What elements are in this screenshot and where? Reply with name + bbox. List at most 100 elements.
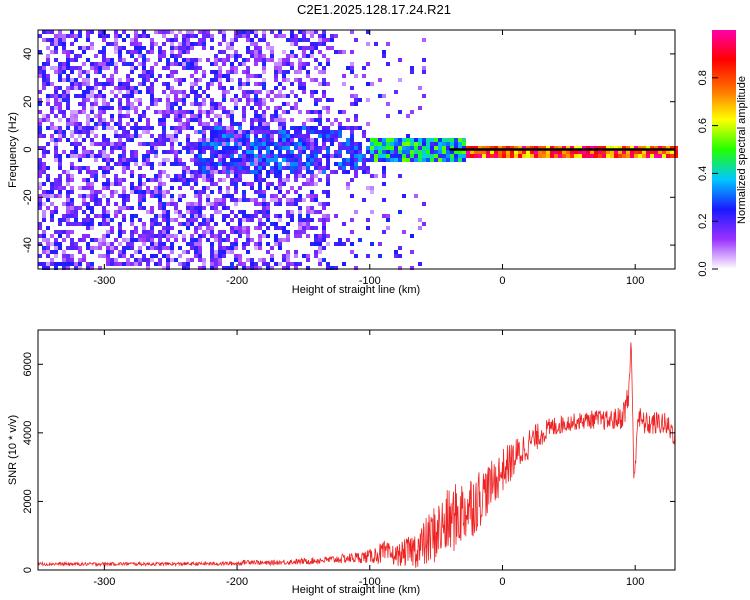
spectrogram-cell	[238, 134, 242, 138]
spectrogram-cell	[118, 110, 122, 114]
spectrogram-cell	[642, 154, 646, 158]
spectrogram-cell	[118, 106, 122, 110]
spectrogram-cell	[218, 198, 222, 202]
spectrogram-cell	[226, 214, 230, 218]
spectrogram-cell	[446, 150, 450, 154]
spectrogram-cell	[38, 70, 42, 74]
spectrogram-cell	[242, 266, 246, 270]
spectrogram-cell	[186, 110, 190, 114]
spectrogram-cell	[366, 138, 370, 142]
spectrogram-cell	[282, 118, 286, 122]
spectrogram-cell	[150, 134, 154, 138]
spectrogram-cell	[178, 126, 182, 130]
spectrogram-cell	[282, 130, 286, 134]
spectrogram-cell	[214, 202, 218, 206]
spectrogram-cell	[42, 170, 46, 174]
spectrogram-cell	[310, 174, 314, 178]
spectrogram-cell	[154, 194, 158, 198]
spectrogram-cell	[134, 154, 138, 158]
spectrogram-cell	[38, 122, 42, 126]
spectrogram-cell	[90, 198, 94, 202]
spectrogram-cell	[142, 194, 146, 198]
spectrogram-cell	[570, 146, 574, 150]
spectrogram-cell	[66, 78, 70, 82]
spectrogram-cell	[102, 170, 106, 174]
spectrogram-cell	[626, 150, 630, 154]
spectrogram-cell	[174, 34, 178, 38]
spectrogram-cell	[294, 266, 298, 270]
spectrogram-cell	[638, 154, 642, 158]
spectrogram-cell	[134, 150, 138, 154]
spectrogram-cell	[302, 62, 306, 66]
spectrogram-cell	[102, 186, 106, 190]
spectrogram-cell	[214, 166, 218, 170]
spectrogram-cell	[102, 62, 106, 66]
spectrogram-cell	[50, 38, 54, 42]
spectrogram-cell	[358, 238, 362, 242]
spectrogram-cell	[130, 246, 134, 250]
spectrogram-cell	[82, 46, 86, 50]
spectrogram-cell	[214, 58, 218, 62]
spectrogram-cell	[226, 90, 230, 94]
spectrogram-cell	[374, 154, 378, 158]
spectrogram-cell	[166, 150, 170, 154]
spectrogram-cell	[238, 178, 242, 182]
spectrogram-cell	[586, 150, 590, 154]
spectrogram-cell	[390, 158, 394, 162]
spectrogram-cell	[230, 118, 234, 122]
spectrogram-cell	[150, 222, 154, 226]
spectrogram-cell	[134, 126, 138, 130]
x-tick-label: -100	[359, 576, 381, 588]
spectrogram-cell	[70, 34, 74, 38]
spectrogram-cell	[642, 146, 646, 150]
spectrogram-cell	[278, 146, 282, 150]
spectrogram-cell	[182, 66, 186, 70]
spectrogram-cell	[290, 202, 294, 206]
spectrogram-cell	[590, 150, 594, 154]
spectrogram-cell	[402, 138, 406, 142]
spectrogram-cell	[102, 66, 106, 70]
spectrogram-cell	[178, 198, 182, 202]
spectrogram-cell	[294, 142, 298, 146]
spectrogram-cell	[262, 34, 266, 38]
spectrogram-cell	[234, 146, 238, 150]
spectrogram-cell	[266, 158, 270, 162]
spectrogram-cell	[102, 142, 106, 146]
spectrogram-cell	[450, 154, 454, 158]
spectrogram-cell	[186, 182, 190, 186]
spectrogram-cell	[314, 198, 318, 202]
spectrogram-cell	[138, 54, 142, 58]
spectrogram-cell	[242, 90, 246, 94]
spectrogram-cell	[178, 262, 182, 266]
spectrogram-cell	[54, 146, 58, 150]
spectrogram-cell	[106, 154, 110, 158]
spectrogram-cell	[154, 142, 158, 146]
spectrogram-cell	[242, 162, 246, 166]
spectrogram-cell	[214, 102, 218, 106]
spectrogram-cell	[138, 114, 142, 118]
spectrogram-cell	[342, 82, 346, 86]
spectrogram-cell	[106, 166, 110, 170]
spectrogram-cell	[574, 150, 578, 154]
spectrogram-cell	[102, 138, 106, 142]
spectrogram-cell	[118, 46, 122, 50]
spectrogram-cell	[198, 102, 202, 106]
spectrogram-x-axis-label: Height of straight line (km)	[292, 284, 420, 296]
spectrogram-cell	[38, 242, 42, 246]
spectrogram-cell	[586, 146, 590, 150]
spectrogram-cell	[122, 30, 126, 34]
spectrogram-cell	[246, 46, 250, 50]
spectrogram-cell	[162, 162, 166, 166]
spectrogram-cell	[310, 182, 314, 186]
spectrogram-cell	[386, 146, 390, 150]
spectrogram-cell	[150, 74, 154, 78]
spectrogram-cell	[90, 138, 94, 142]
spectrogram-cell	[202, 130, 206, 134]
spectrogram-cell	[62, 70, 66, 74]
spectrogram-cell	[58, 42, 62, 46]
spectrogram-cell	[174, 134, 178, 138]
spectrogram-cell	[518, 150, 522, 154]
spectrogram-cell	[174, 62, 178, 66]
spectrogram-cells	[38, 30, 678, 270]
